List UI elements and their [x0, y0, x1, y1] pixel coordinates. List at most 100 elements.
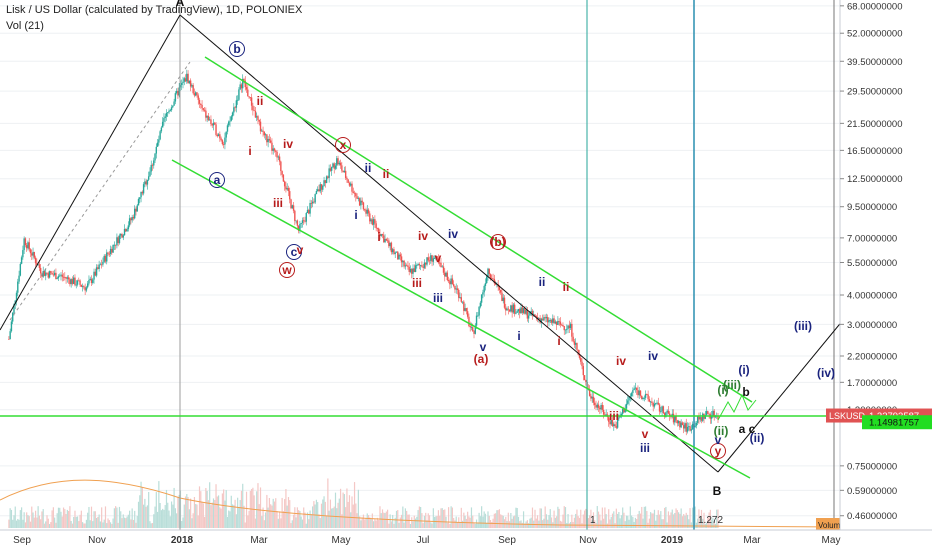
- volume-bar: [712, 517, 714, 528]
- candle-body: [652, 402, 654, 407]
- candle-body: [238, 89, 240, 100]
- candle-body: [186, 73, 188, 82]
- candle-body: [137, 199, 140, 206]
- volume-bar: [627, 515, 629, 528]
- volume-bar: [289, 500, 291, 528]
- candle-body: [56, 278, 58, 280]
- volume-bar: [244, 522, 246, 528]
- candle-body: [413, 268, 415, 272]
- y-tick-label: 0.75000000: [847, 461, 897, 472]
- volume-bar: [683, 514, 685, 528]
- candle-body: [679, 420, 681, 428]
- volume-bar: [505, 516, 507, 528]
- volume-bar: [657, 510, 659, 528]
- volume-bar: [145, 506, 147, 528]
- volume-bar: [305, 523, 307, 528]
- candle-body: [384, 238, 386, 243]
- candle-body: [662, 406, 665, 414]
- volume-bar: [343, 494, 345, 528]
- volume-bar: [248, 510, 250, 528]
- volume-bar: [681, 516, 684, 528]
- candle-body: [53, 272, 56, 276]
- candle-body: [130, 218, 132, 221]
- candle-body: [320, 184, 323, 190]
- volume-bar: [431, 523, 433, 528]
- candle-body: [153, 160, 155, 166]
- candle-body: [478, 306, 480, 316]
- volume-bar: [239, 500, 241, 528]
- candle-body: [74, 277, 76, 286]
- volume-bar: [488, 515, 490, 528]
- volume-bar: [479, 516, 481, 528]
- candle-body: [408, 266, 410, 272]
- candle-body: [170, 107, 173, 111]
- candle-body: [47, 273, 49, 278]
- volume-bar: [306, 512, 309, 528]
- candle-body: [635, 387, 638, 390]
- candle-body: [628, 396, 630, 401]
- candle-body: [482, 292, 484, 295]
- volume-bar: [216, 496, 218, 528]
- small-wave-path: [717, 393, 757, 421]
- volume-bar: [298, 510, 300, 528]
- candle-body: [530, 310, 532, 313]
- volume-bar: [258, 504, 260, 528]
- volume-bar: [51, 510, 53, 528]
- volume-bar: [638, 510, 640, 528]
- candle-body: [203, 109, 206, 111]
- volume-bar: [113, 508, 115, 528]
- candle-body: [139, 197, 141, 200]
- volume-bar: [127, 514, 129, 528]
- volume-bar: [583, 510, 586, 528]
- candle-body: [220, 138, 222, 141]
- volume-bar: [195, 504, 197, 528]
- candle-body: [670, 416, 672, 418]
- volume-bar: [487, 511, 489, 528]
- candle-body: [704, 415, 706, 419]
- candle-body: [317, 189, 319, 191]
- volume-bar: [664, 507, 666, 528]
- candle-body: [282, 174, 285, 182]
- candle-body: [181, 83, 183, 85]
- wave-label-circle: [490, 234, 506, 250]
- volume-bar: [623, 512, 625, 528]
- candle-body: [585, 380, 587, 382]
- volume-bar: [361, 517, 363, 528]
- candle-body: [540, 318, 543, 323]
- candle-body: [676, 420, 679, 424]
- volume-bar: [168, 510, 170, 528]
- wave-label: (i): [738, 363, 749, 377]
- candle-body: [249, 97, 252, 99]
- volume-bar: [397, 510, 399, 528]
- candle-body: [19, 263, 22, 276]
- candle-body: [613, 424, 615, 427]
- volume-bar: [422, 523, 424, 528]
- volume-bar: [383, 512, 385, 528]
- candle-body: [173, 101, 175, 106]
- candle-body: [263, 131, 266, 136]
- volume-bar: [296, 507, 298, 528]
- volume-bar: [672, 514, 675, 528]
- candle-body: [634, 387, 637, 389]
- volume-bar: [84, 523, 86, 528]
- candle-body: [403, 260, 405, 267]
- candle-body: [615, 426, 618, 428]
- candle-body: [559, 321, 562, 325]
- candle-body: [494, 283, 497, 285]
- candle-body: [510, 305, 512, 312]
- volume-bar: [359, 516, 361, 528]
- candle-body: [512, 304, 515, 313]
- volume-bar: [489, 520, 492, 528]
- candle-body: [319, 184, 321, 192]
- volume-bar: [169, 516, 171, 528]
- volume-bar: [653, 509, 656, 528]
- candle-body: [189, 80, 192, 87]
- volume-bar: [481, 506, 483, 528]
- volume-bar: [240, 490, 243, 528]
- candle-body: [548, 320, 550, 323]
- volume-bar: [366, 513, 368, 528]
- volume-bar: [60, 511, 62, 528]
- volume-bar: [364, 519, 366, 528]
- volume-bar: [190, 498, 192, 528]
